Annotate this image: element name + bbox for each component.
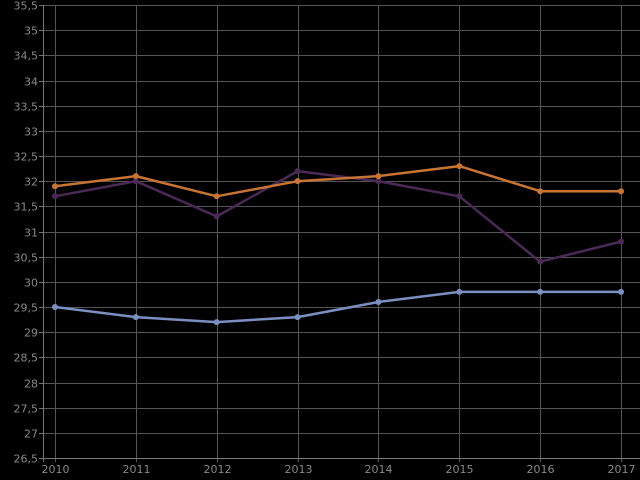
x-tick-label: 2015 <box>446 463 474 476</box>
series-2-point <box>375 173 382 180</box>
axes <box>39 5 640 462</box>
series-line-1 <box>54 169 622 263</box>
y-tick-label: 34,5 <box>14 50 39 63</box>
series-1-point <box>375 178 382 185</box>
y-tick-label: 28 <box>24 378 38 391</box>
series-1-point <box>294 168 301 175</box>
x-tick-label: 2014 <box>365 463 393 476</box>
y-tick-label: 27,5 <box>14 403 39 416</box>
x-tick-label: 2016 <box>527 463 555 476</box>
series-1-point <box>213 213 220 220</box>
series-line-2 <box>54 164 621 198</box>
series-1-point <box>618 238 624 245</box>
y-tick-label: 31,5 <box>14 201 39 214</box>
series-2-point <box>132 173 139 180</box>
y-tick-label: 28,5 <box>14 352 39 365</box>
series-3-point <box>294 314 301 321</box>
x-tick-labels: 2010 2011 2012 2013 2014 2015 2016 2017 <box>42 463 636 476</box>
series-3-point <box>52 304 58 310</box>
series-2-point <box>294 178 301 185</box>
y-tick-label: 35 <box>24 25 38 38</box>
y-tick-label: 27 <box>24 428 38 441</box>
series-1-point <box>52 193 58 200</box>
y-tick-label: 35,5 <box>14 0 39 13</box>
series-2-point <box>213 193 220 200</box>
series-2-point <box>52 183 58 190</box>
y-tick-label: 33,5 <box>14 101 39 114</box>
series-3-point <box>618 288 624 295</box>
series-1-point <box>537 258 544 265</box>
x-tick-label: 2013 <box>285 463 313 476</box>
x-tick-label: 2012 <box>204 463 232 476</box>
series-1-point <box>132 178 139 185</box>
y-tick-label: 34 <box>24 76 38 89</box>
series-1-point <box>456 193 463 200</box>
y-tick-label: 33 <box>24 126 38 139</box>
series-2-point <box>537 188 544 195</box>
y-tick-label: 26,5 <box>14 453 39 466</box>
y-tick-label: 29 <box>24 327 38 340</box>
x-tick-label: 2017 <box>608 463 636 476</box>
y-tick-labels: 26,5 27 27,5 28 28,5 29 29,5 30 30,5 31 31,5 32 32,5… <box>14 0 39 466</box>
y-tick-label: 29,5 <box>14 302 39 315</box>
x-tick-label: 2011 <box>123 463 151 476</box>
grid <box>43 5 640 462</box>
series-3-point <box>456 288 463 295</box>
series-3-point <box>375 298 382 305</box>
x-tick-label: 2010 <box>42 463 70 476</box>
series-3-point <box>132 314 139 321</box>
series-line-3 <box>54 290 621 324</box>
series-group <box>52 163 624 326</box>
y-tick-label: 30,5 <box>14 252 39 265</box>
y-tick-label: 30 <box>24 277 38 290</box>
y-tick-label: 31 <box>24 227 38 240</box>
series-3-point <box>213 319 220 326</box>
y-tick-label: 32,5 <box>14 151 39 164</box>
series-2-point <box>618 188 624 195</box>
series-3-point <box>537 288 544 295</box>
series-2-point <box>456 163 463 170</box>
y-tick-label: 32 <box>24 176 38 189</box>
